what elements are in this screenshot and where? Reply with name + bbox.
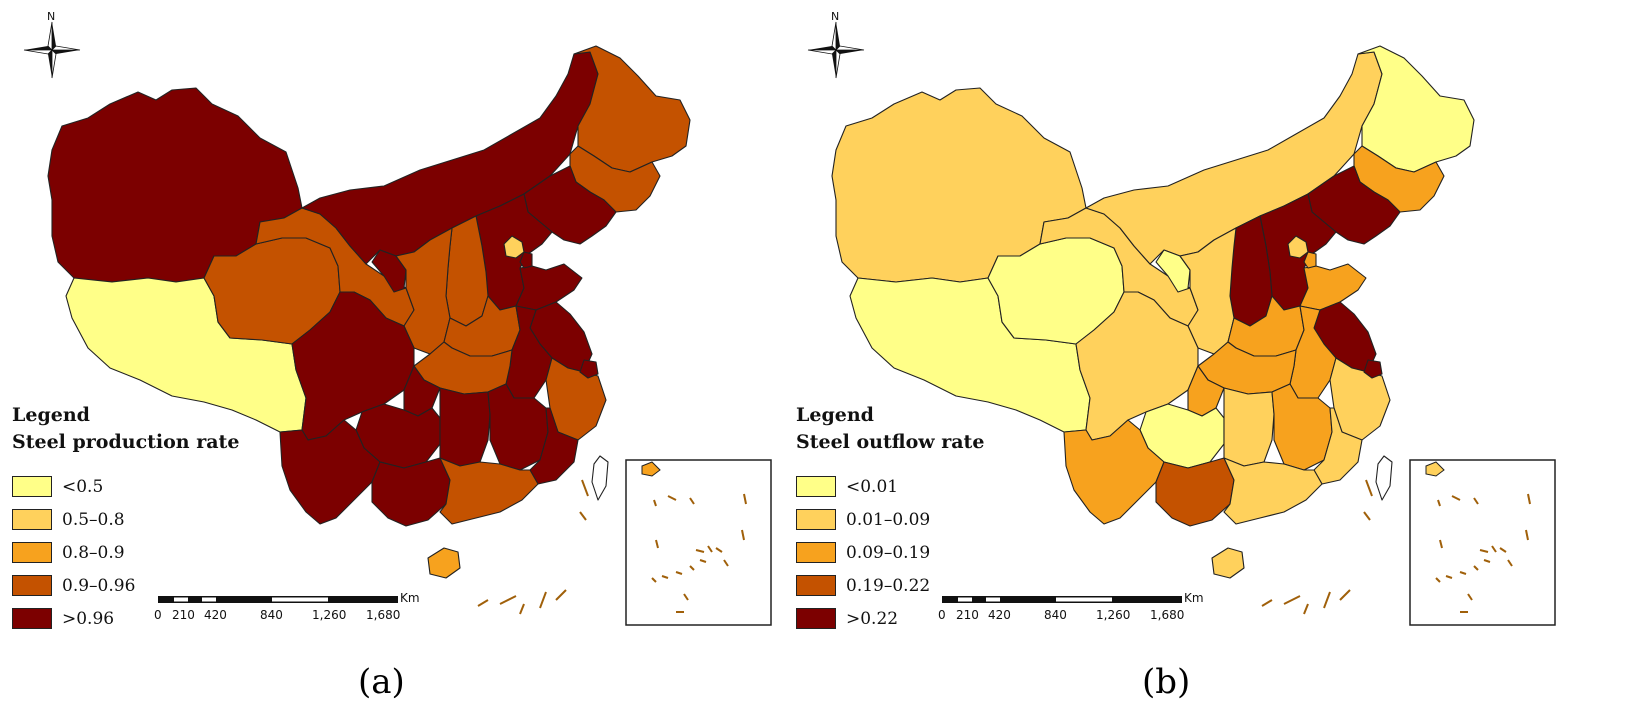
scale-tick-b-3: 840 [1044, 608, 1067, 622]
coastal-islands-b [1261, 479, 1373, 615]
north-arrow-icon-a [23, 21, 81, 79]
scale-tick-a-5: 1,680 [366, 608, 400, 622]
legend-b: Legend Steel outflow rate <0.01 0.01–0.0… [796, 402, 984, 635]
legend-label-b-2: 0.09–0.19 [846, 542, 931, 563]
south-china-sea-inset-b [1409, 459, 1556, 626]
scale-tick-b-4: 1,260 [1096, 608, 1130, 622]
scale-tick-a-2: 420 [204, 608, 227, 622]
province-taiwan [591, 455, 609, 501]
legend-heading-b: Legend [796, 404, 874, 426]
caption-a: (a) [358, 662, 405, 702]
province-shandong [515, 263, 583, 311]
scale-unit-b: Km [1184, 591, 1204, 605]
province-shandong [1299, 263, 1367, 311]
province-guangxi [371, 457, 451, 527]
legend-swatch-b-2 [796, 542, 836, 563]
legend-label-a-2: 0.8–0.9 [62, 542, 125, 563]
legend-swatch-b-1 [796, 509, 836, 530]
scale-tick-a-1: 210 [172, 608, 195, 622]
legend-label-a-3: 0.9–0.96 [62, 575, 136, 596]
north-label-b: N [831, 10, 839, 23]
province-hainan [427, 547, 461, 579]
legend-swatch-a-1 [12, 509, 52, 530]
south-china-sea-inset-a [625, 459, 772, 626]
scale-bar-a: Km 0 210 420 840 1,260 1,680 [154, 591, 420, 622]
province-taiwan [1375, 455, 1393, 501]
legend-label-b-1: 0.01–0.09 [846, 509, 931, 530]
legend-swatch-a-4 [12, 608, 52, 629]
legend-heading-a: Legend [12, 404, 90, 426]
map-panel-a: N Km 0 210 420 840 1,260 1,680 [23, 10, 772, 626]
legend-swatch-b-3 [796, 575, 836, 596]
province-hunan [1223, 387, 1275, 467]
caption-b: (b) [1142, 662, 1191, 702]
legend-label-a-0: <0.5 [62, 476, 104, 497]
province-guangxi [1155, 457, 1235, 527]
scale-tick-b-1: 210 [956, 608, 979, 622]
scale-tick-a-0: 0 [154, 608, 162, 622]
legend-label-b-3: 0.19–0.22 [846, 575, 931, 596]
scale-tick-a-4: 1,260 [312, 608, 346, 622]
scale-unit-a: Km [400, 591, 420, 605]
map-panel-b: N Km 0 210 420 840 1,260 1,680 [807, 10, 1556, 626]
scale-bar-b: Km 0 210 420 840 1,260 1,680 [938, 591, 1204, 622]
coastal-islands-a [477, 479, 589, 615]
province-hunan [439, 387, 491, 467]
legend-swatch-a-2 [12, 542, 52, 563]
legend-title-a: Steel production rate [12, 431, 240, 453]
legend-a: Legend Steel production rate <0.5 0.5–0.… [12, 402, 239, 635]
legend-label-b-0: <0.01 [846, 476, 899, 497]
legend-item-a-3: 0.9–0.96 [12, 569, 239, 602]
north-arrow-icon-b [807, 21, 865, 79]
legend-item-b-4: >0.22 [796, 602, 984, 635]
legend-item-a-0: <0.5 [12, 470, 239, 503]
legend-item-b-2: 0.09–0.19 [796, 536, 984, 569]
legend-title-b: Steel outflow rate [796, 431, 985, 453]
legend-item-a-4: >0.96 [12, 602, 239, 635]
legend-label-a-4: >0.96 [62, 608, 115, 629]
legend-swatch-a-0 [12, 476, 52, 497]
scale-tick-a-3: 840 [260, 608, 283, 622]
legend-label-a-1: 0.5–0.8 [62, 509, 125, 530]
scale-tick-b-0: 0 [938, 608, 946, 622]
legend-item-a-2: 0.8–0.9 [12, 536, 239, 569]
legend-item-b-0: <0.01 [796, 470, 984, 503]
legend-label-b-4: >0.22 [846, 608, 899, 629]
north-label-a: N [47, 10, 55, 23]
legend-swatch-b-4 [796, 608, 836, 629]
legend-item-b-1: 0.01–0.09 [796, 503, 984, 536]
legend-swatch-b-0 [796, 476, 836, 497]
province-hainan [1211, 547, 1245, 579]
scale-tick-b-2: 420 [988, 608, 1011, 622]
legend-item-b-3: 0.19–0.22 [796, 569, 984, 602]
scale-tick-b-5: 1,680 [1150, 608, 1184, 622]
legend-item-a-1: 0.5–0.8 [12, 503, 239, 536]
legend-swatch-a-3 [12, 575, 52, 596]
